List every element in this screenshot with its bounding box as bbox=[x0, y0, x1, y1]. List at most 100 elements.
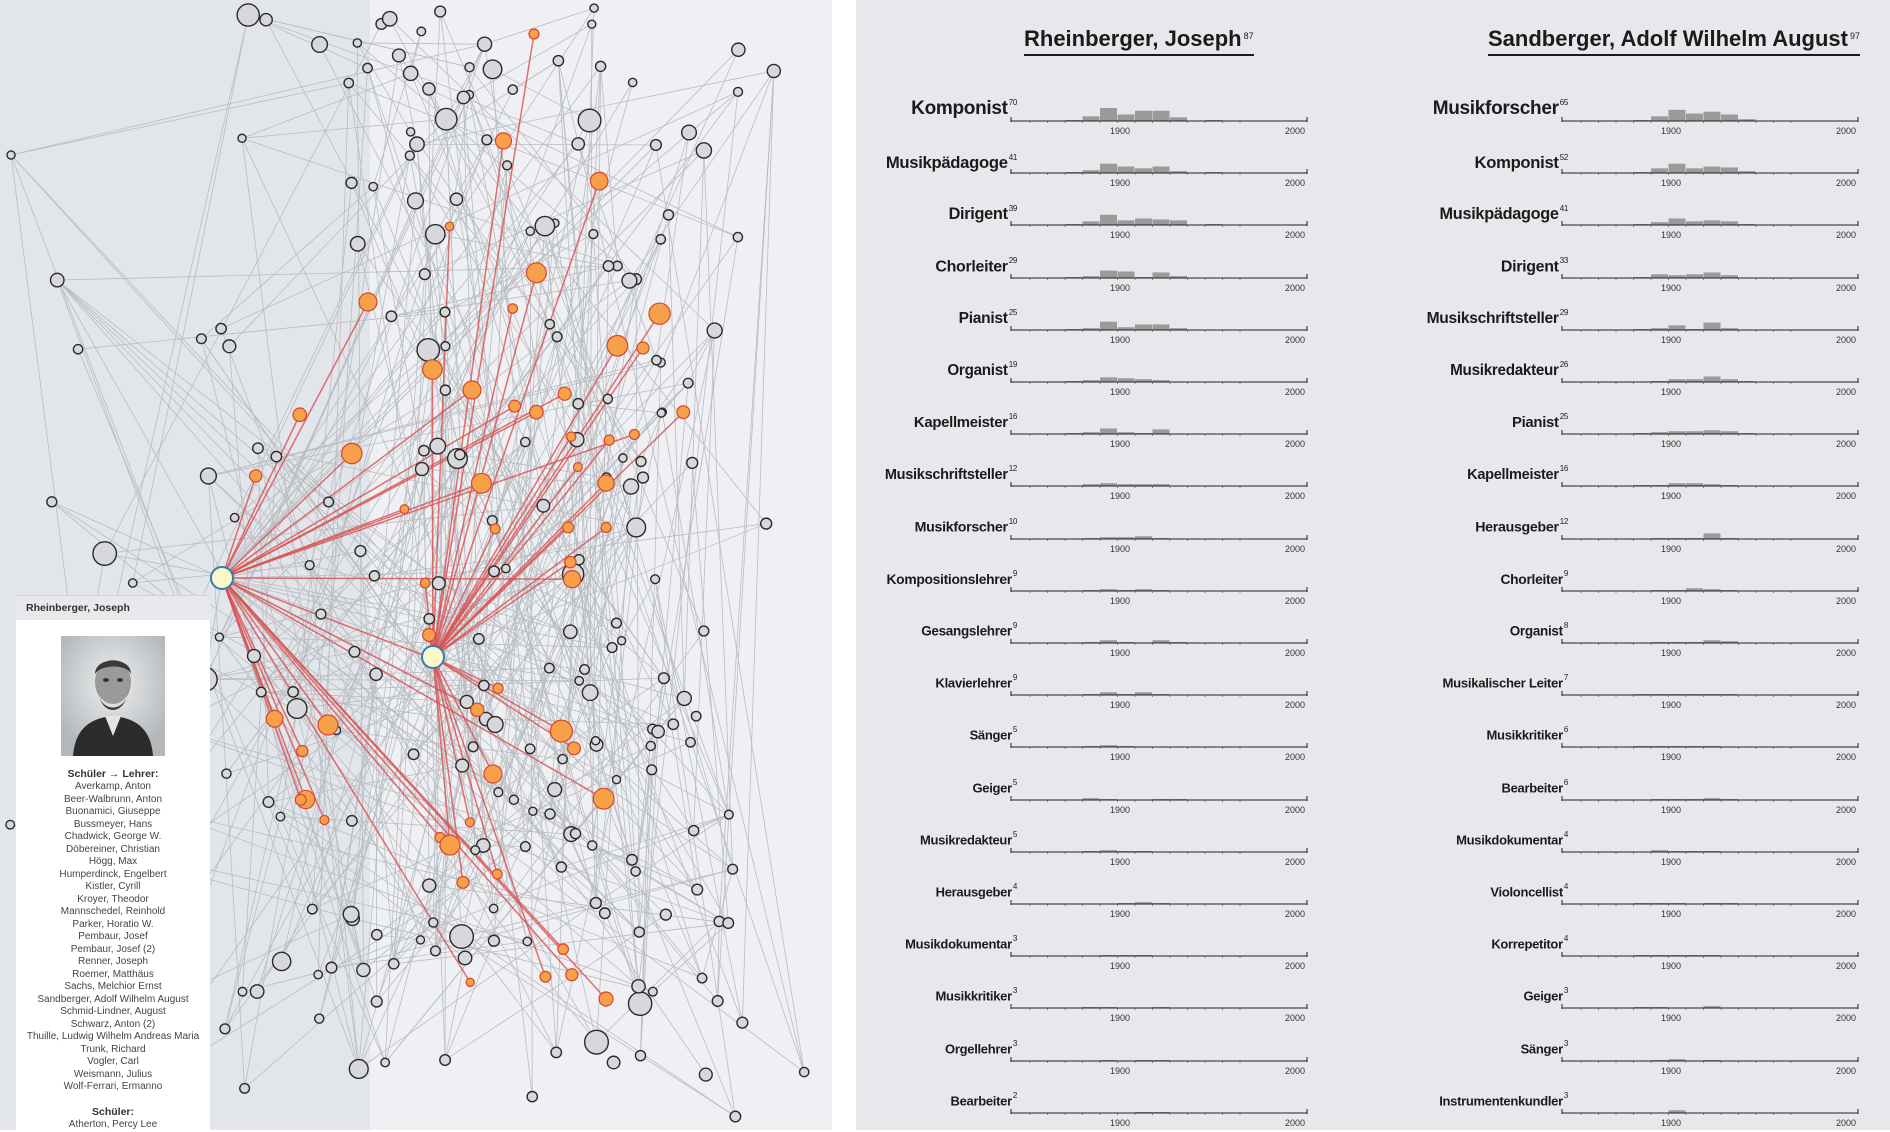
highlighted-node[interactable] bbox=[603, 434, 615, 446]
highlighted-node[interactable] bbox=[567, 741, 582, 756]
network-node[interactable] bbox=[493, 787, 504, 798]
network-node[interactable] bbox=[380, 1057, 391, 1068]
network-node[interactable] bbox=[646, 764, 658, 776]
network-node[interactable] bbox=[439, 1053, 452, 1066]
highlighted-node[interactable] bbox=[539, 970, 552, 983]
network-node[interactable] bbox=[706, 322, 723, 339]
network-node[interactable] bbox=[519, 841, 531, 853]
highlighted-node[interactable] bbox=[470, 702, 485, 717]
network-node[interactable] bbox=[594, 60, 607, 73]
network-node[interactable] bbox=[385, 310, 398, 323]
occupation-row[interactable]: Musikkritiker6 1900 2000 bbox=[1487, 722, 1859, 762]
network-node[interactable] bbox=[424, 223, 446, 245]
network-node[interactable] bbox=[434, 107, 458, 131]
network-node[interactable] bbox=[407, 748, 420, 761]
network-node[interactable] bbox=[467, 741, 479, 753]
network-node[interactable] bbox=[46, 496, 58, 508]
network-node[interactable] bbox=[381, 10, 398, 27]
network-node[interactable] bbox=[486, 715, 504, 734]
highlighted-node[interactable] bbox=[561, 521, 575, 534]
occupation-row[interactable]: Komponist70 1900 2000 bbox=[911, 96, 1308, 136]
network-node[interactable] bbox=[622, 478, 640, 495]
network-node[interactable] bbox=[481, 134, 493, 146]
network-node[interactable] bbox=[696, 972, 708, 984]
network-node[interactable] bbox=[552, 54, 565, 67]
network-node[interactable] bbox=[633, 926, 645, 938]
network-node[interactable] bbox=[343, 77, 355, 89]
network-node[interactable] bbox=[507, 84, 519, 95]
network-node[interactable] bbox=[732, 86, 744, 98]
highlighted-node[interactable] bbox=[422, 628, 437, 643]
network-node[interactable] bbox=[626, 517, 647, 538]
occupation-row[interactable]: Musikschriftsteller29 1900 2000 bbox=[1427, 305, 1859, 345]
highlighted-node[interactable] bbox=[572, 462, 583, 473]
network-node[interactable] bbox=[323, 496, 335, 508]
network-node[interactable] bbox=[434, 5, 447, 18]
network-node[interactable] bbox=[287, 686, 299, 698]
network-graph[interactable]: Rheinberger, Joseph Schüler → Lehrer: Av… bbox=[0, 0, 832, 1130]
highlighted-node[interactable] bbox=[636, 341, 650, 355]
network-node[interactable] bbox=[370, 995, 383, 1008]
network-node[interactable] bbox=[557, 753, 568, 765]
network-node[interactable] bbox=[650, 574, 661, 585]
occupation-row[interactable]: Musikalischer Leiter7 1900 2000 bbox=[1442, 670, 1859, 710]
network-node[interactable] bbox=[723, 809, 734, 820]
network-node[interactable] bbox=[306, 903, 318, 915]
network-node[interactable] bbox=[449, 924, 475, 950]
highlighted-node[interactable] bbox=[564, 555, 577, 569]
network-node[interactable] bbox=[429, 437, 447, 455]
network-node[interactable] bbox=[722, 917, 735, 930]
network-node[interactable] bbox=[635, 455, 647, 468]
network-node[interactable] bbox=[262, 795, 275, 808]
network-node[interactable] bbox=[590, 735, 601, 746]
network-node[interactable] bbox=[487, 934, 501, 947]
network-node[interactable] bbox=[439, 384, 452, 396]
occupation-row[interactable]: Musikdokumentar4 1900 2000 bbox=[1456, 827, 1859, 867]
occupation-row[interactable]: Bearbeiter2 1900 2000 bbox=[951, 1088, 1308, 1128]
network-node[interactable] bbox=[352, 38, 363, 48]
network-node[interactable] bbox=[482, 59, 503, 80]
network-node[interactable] bbox=[221, 768, 232, 779]
network-node[interactable] bbox=[406, 192, 425, 210]
network-node[interactable] bbox=[431, 576, 446, 591]
highlighted-node[interactable] bbox=[456, 875, 470, 889]
network-node[interactable] bbox=[222, 339, 237, 354]
network-node[interactable] bbox=[459, 694, 474, 710]
network-node[interactable] bbox=[586, 840, 598, 851]
highlighted-node[interactable] bbox=[483, 764, 503, 784]
network-node[interactable] bbox=[647, 986, 658, 997]
network-node[interactable] bbox=[729, 1110, 742, 1123]
highlighted-node[interactable] bbox=[296, 744, 309, 758]
network-node[interactable] bbox=[651, 354, 662, 366]
network-node[interactable] bbox=[736, 1016, 749, 1029]
network-node[interactable] bbox=[680, 124, 698, 141]
network-node[interactable] bbox=[349, 235, 366, 252]
network-node[interactable] bbox=[547, 781, 563, 798]
network-node[interactable] bbox=[536, 498, 551, 513]
network-node[interactable] bbox=[402, 65, 419, 82]
occupation-row[interactable]: Instrumentenkundler3 1900 2000 bbox=[1439, 1088, 1859, 1128]
network-node[interactable] bbox=[416, 26, 427, 37]
network-node[interactable] bbox=[422, 82, 436, 96]
network-node[interactable] bbox=[404, 150, 416, 161]
network-node[interactable] bbox=[409, 136, 425, 153]
network-node[interactable] bbox=[418, 268, 431, 281]
network-node[interactable] bbox=[313, 969, 324, 980]
highlighted-node[interactable] bbox=[317, 714, 339, 736]
occupation-row[interactable]: Gesangslehrer9 1900 2000 bbox=[921, 618, 1308, 658]
network-node[interactable] bbox=[369, 667, 383, 682]
network-node[interactable] bbox=[630, 866, 641, 877]
network-node[interactable] bbox=[577, 108, 602, 133]
network-node[interactable] bbox=[528, 806, 538, 816]
network-node[interactable] bbox=[634, 1049, 647, 1062]
network-node[interactable] bbox=[691, 883, 704, 896]
network-node[interactable] bbox=[271, 951, 292, 972]
network-node[interactable] bbox=[440, 341, 451, 352]
network-node[interactable] bbox=[522, 936, 533, 947]
selected-node-sandberger[interactable] bbox=[421, 645, 445, 669]
network-node[interactable] bbox=[686, 456, 699, 470]
network-node[interactable] bbox=[655, 233, 667, 245]
network-node[interactable] bbox=[478, 679, 490, 692]
selected-node-rheinberger[interactable] bbox=[210, 566, 234, 590]
occupation-row[interactable]: Orgellehrer3 1900 2000 bbox=[945, 1036, 1308, 1076]
